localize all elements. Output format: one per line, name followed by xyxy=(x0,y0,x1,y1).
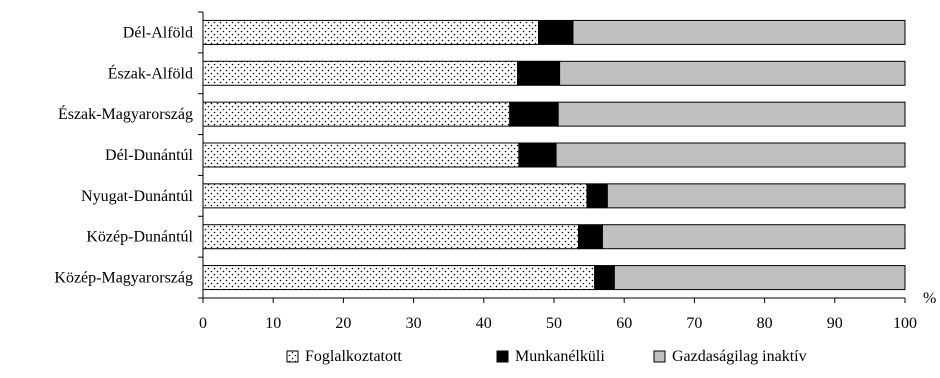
legend-label-munkanelkuli: Munkanélküli xyxy=(515,348,605,365)
x-tick-label-30: 30 xyxy=(406,315,422,332)
bar-eszak-alfold-munkanelkuli xyxy=(516,60,561,86)
bar-kozep-magyarorszag-gazdasagilag-inaktiv xyxy=(613,265,906,291)
bar-eszak-magyarorszag-gazdasagilag-inaktiv xyxy=(557,101,906,127)
x-axis: 0 10 20 30 40 50 60 70 80 90 100% xyxy=(198,11,936,332)
category-label-del-dunantul: Dél-Dunántúl xyxy=(105,147,194,164)
category-label-kozep-magyarorszag: Közép-Magyarország xyxy=(54,270,193,287)
bar-del-alfold-gazdasagilag-inaktiv xyxy=(572,19,906,45)
bar-nyugat-dunantul-foglalkoztatott xyxy=(202,183,588,209)
x-tick-label-20: 20 xyxy=(335,315,351,332)
bar-del-dunantul-gazdasagilag-inaktiv xyxy=(555,142,906,168)
x-axis-unit-label: % xyxy=(923,290,936,307)
category-label-kozep-dunantul: Közép-Dunántúl xyxy=(86,229,193,246)
bar-eszak-alfold-gazdasagilag-inaktiv xyxy=(559,60,906,86)
legend-swatch-munkanelkuli xyxy=(496,350,509,363)
bar-del-alfold-foglalkoztatott xyxy=(202,19,540,45)
x-tick-label-50: 50 xyxy=(546,315,562,332)
bar-del-dunantul-foglalkoztatott xyxy=(202,142,520,168)
bar-del-alfold-munkanelkuli xyxy=(538,19,574,45)
legend-label-gazdasagilag-inaktiv: Gazdaságilag inaktív xyxy=(672,348,807,365)
x-tick-label-60: 60 xyxy=(616,315,632,332)
bar-kozep-dunantul-munkanelkuli xyxy=(578,224,603,250)
category-labels: Dél-Alföld Észak-Alföld Észak-Magyarország… xyxy=(54,24,193,286)
x-tick-label-70: 70 xyxy=(686,315,702,332)
bar-nyugat-dunantul-gazdasagilag-inaktiv xyxy=(606,183,906,209)
category-label-nyugat-dunantul: Nyugat-Dunántúl xyxy=(81,188,194,205)
bar-eszak-magyarorszag-munkanelkuli xyxy=(509,101,559,127)
x-tick-label-0: 0 xyxy=(199,315,207,332)
bar-kozep-magyarorszag-munkanelkuli xyxy=(594,265,615,291)
legend: Foglalkoztatott Munkanélküli Gazdaságilag … xyxy=(286,348,807,365)
bar-kozep-dunantul-gazdasagilag-inaktiv xyxy=(601,224,906,250)
legend-swatch-gazdasagilag-inaktiv xyxy=(653,350,666,363)
plot-area xyxy=(202,19,906,291)
bar-kozep-dunantul-foglalkoztatott xyxy=(202,224,580,250)
x-tick-label-100: 100 xyxy=(893,315,917,332)
bar-del-dunantul-munkanelkuli xyxy=(518,142,557,168)
x-tick-label-80: 80 xyxy=(757,315,773,332)
bar-kozep-magyarorszag-foglalkoztatott xyxy=(202,265,596,291)
legend-label-foglalkoztatott: Foglalkoztatott xyxy=(305,348,402,365)
x-tick-label-40: 40 xyxy=(476,315,492,332)
x-tick-label-90: 90 xyxy=(827,315,843,332)
legend-swatch-foglalkoztatott xyxy=(286,350,299,363)
bar-eszak-alfold-foglalkoztatott xyxy=(202,60,518,86)
x-tick-label-10: 10 xyxy=(265,315,281,332)
bar-nyugat-dunantul-munkanelkuli xyxy=(586,183,608,209)
bar-eszak-magyarorszag-foglalkoztatott xyxy=(202,101,511,127)
category-label-eszak-magyarorszag: Észak-Magyarország xyxy=(58,104,193,123)
category-label-del-alfold: Dél-Alföld xyxy=(123,24,193,41)
category-label-eszak-alfold: Észak-Alföld xyxy=(108,63,193,82)
